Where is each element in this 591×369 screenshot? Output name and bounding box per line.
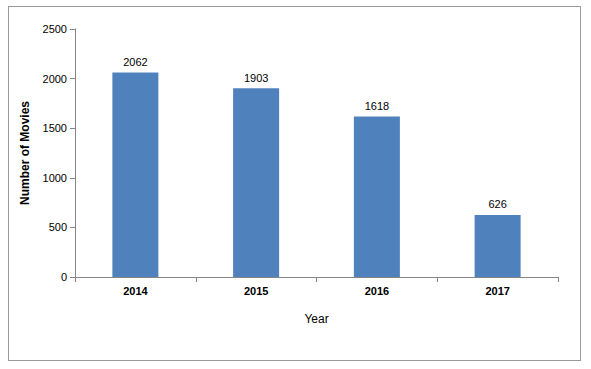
svg-text:2000: 2000 [43,73,67,85]
svg-text:1618: 1618 [365,100,389,112]
svg-text:2017: 2017 [485,285,509,297]
svg-text:0: 0 [61,271,67,283]
svg-text:1500: 1500 [43,122,67,134]
svg-text:2015: 2015 [244,285,268,297]
svg-text:1000: 1000 [43,172,67,184]
svg-text:1903: 1903 [244,72,268,84]
svg-text:Number of Movies: Number of Movies [18,101,32,205]
svg-text:2500: 2500 [43,23,67,35]
svg-text:Year: Year [304,312,328,326]
svg-text:500: 500 [49,221,67,233]
svg-text:2062: 2062 [123,56,147,68]
svg-text:626: 626 [488,198,506,210]
svg-text:2016: 2016 [365,285,389,297]
svg-text:2014: 2014 [123,285,148,297]
